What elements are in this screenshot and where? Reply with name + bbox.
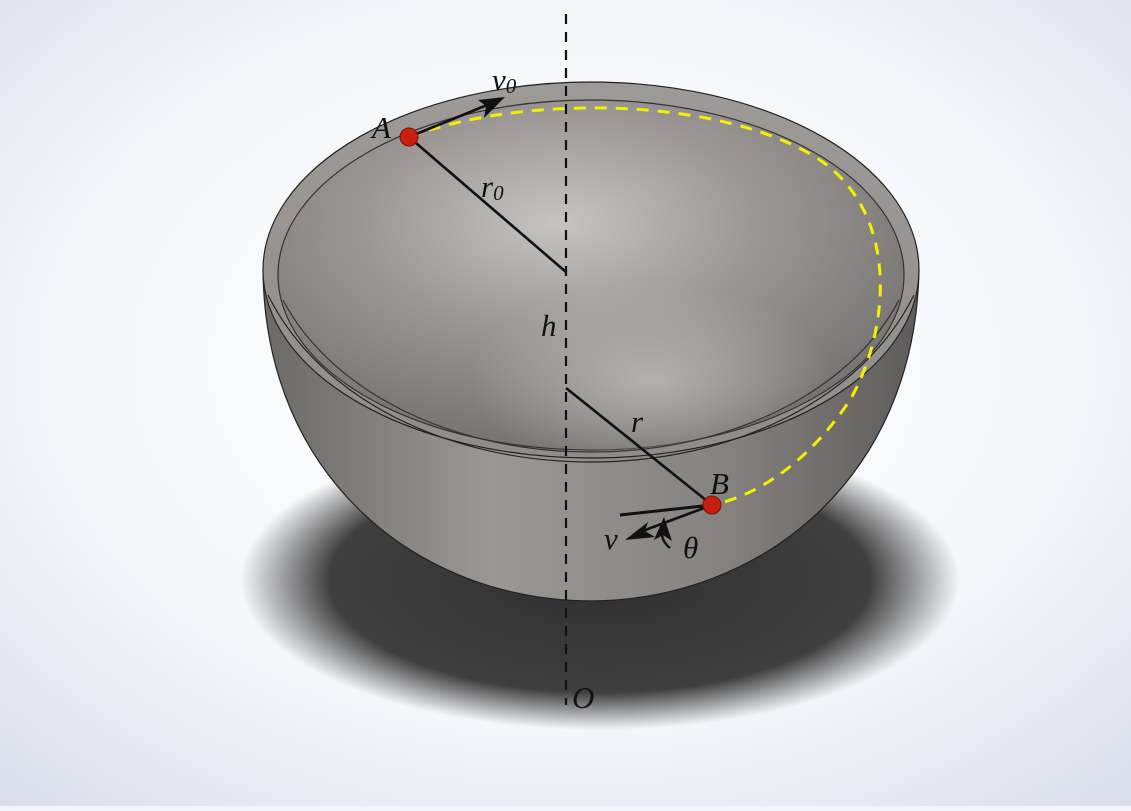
label-angle: θ bbox=[683, 530, 698, 565]
label-initial-radius: r0 bbox=[481, 169, 504, 205]
initial-velocity-vector bbox=[408, 101, 493, 139]
trajectory-path bbox=[408, 106, 882, 507]
velocity-vector bbox=[639, 503, 713, 534]
radius-r-line bbox=[565, 386, 713, 507]
point-a bbox=[399, 127, 419, 147]
angle-arrowhead bbox=[654, 517, 672, 541]
initial-velocity-arrowhead bbox=[478, 97, 505, 118]
bowl-outer-lip bbox=[267, 294, 915, 463]
label-point-b: B bbox=[710, 466, 729, 501]
bowl-inner-highlight bbox=[340, 170, 860, 450]
label-radius: r bbox=[631, 404, 644, 439]
point-b bbox=[702, 495, 722, 515]
velocity-arrowhead bbox=[625, 522, 655, 540]
bowl-inner-lip bbox=[282, 299, 900, 453]
tangent-line bbox=[619, 503, 713, 517]
label-origin: O bbox=[572, 680, 594, 715]
label-velocity: v bbox=[604, 521, 618, 556]
label-height: h bbox=[541, 308, 557, 343]
label-point-a: A bbox=[370, 110, 392, 145]
radius-r0-line bbox=[408, 136, 567, 273]
label-initial-velocity: v0 bbox=[492, 62, 517, 98]
